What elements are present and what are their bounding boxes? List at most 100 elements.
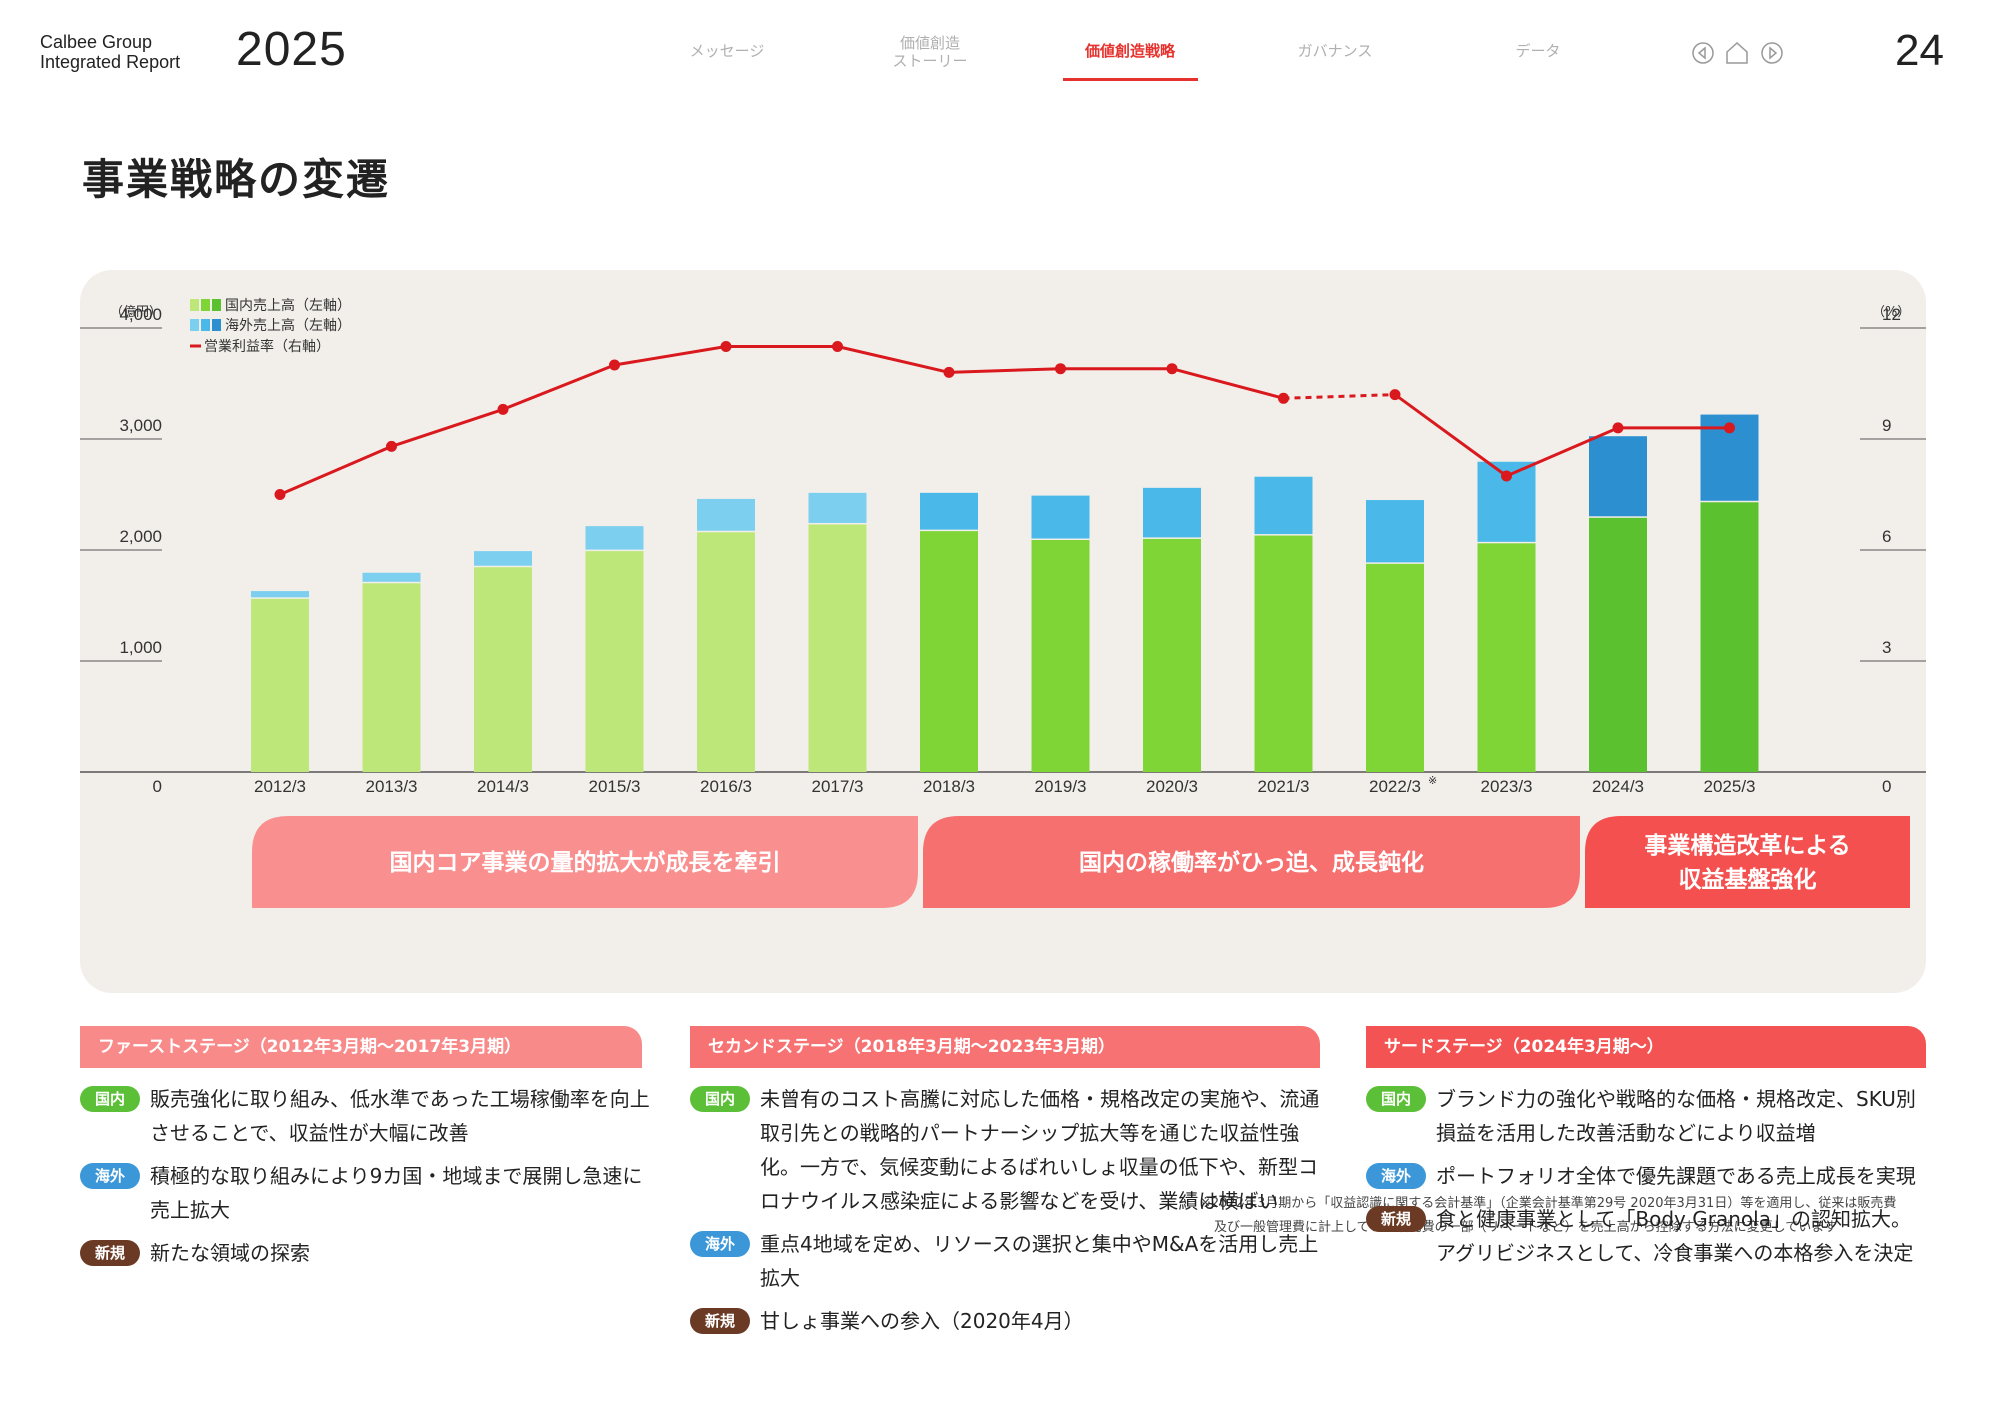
item-text: 新たな領域の探索 <box>150 1241 310 1265</box>
stage-heading-third: サードステージ（2024年3月期〜） <box>1366 1026 1926 1068</box>
bar-domestic <box>1031 540 1090 772</box>
margin-point <box>1166 363 1178 375</box>
margin-point <box>497 403 509 415</box>
right-tick-label: 6 <box>1882 527 1891 546</box>
right-tick-label: 3 <box>1882 638 1891 657</box>
x-tick-label: 2018/3 <box>923 777 975 796</box>
bar-domestic <box>1700 502 1759 772</box>
nav-value-strategy[interactable]: 価値創造戦略 <box>1084 42 1176 60</box>
header: Calbee Group Integrated Report 2025 メッセー… <box>0 0 2000 100</box>
next-page-icon[interactable] <box>1761 42 1783 64</box>
x-tick-label: 2017/3 <box>812 777 864 796</box>
phase-label: 事業構造改革による <box>1644 832 1850 859</box>
left-tick-label: 1,000 <box>119 638 162 657</box>
bar-domestic <box>251 598 309 772</box>
left-tick-label: 0 <box>153 777 162 796</box>
right-axis-unit: （%） <box>1872 305 1910 320</box>
legend-label: 営業利益率（右軸） <box>204 338 330 355</box>
badge-domestic: 国内 <box>690 1086 750 1112</box>
margin-line-segment <box>279 445 393 496</box>
legend-swatch <box>212 319 221 331</box>
nav-value-story[interactable]: 価値創造 ストーリー <box>892 34 968 70</box>
bar-overseas <box>585 526 644 550</box>
margin-point <box>1724 422 1735 434</box>
margin-line-segment <box>1505 426 1619 478</box>
legend-swatch <box>212 299 221 311</box>
right-tick-label: 9 <box>1882 416 1891 435</box>
x-tick-label: 2012/3 <box>254 777 306 796</box>
stage-heading-second: セカンドステージ（2018年3月期〜2023年3月期） <box>690 1026 1320 1068</box>
item-text: ポートフォリオ全体で優先課題である売上成長を実現 <box>1436 1164 1916 1188</box>
bar-overseas <box>251 591 309 598</box>
bar-domestic <box>474 567 532 772</box>
bar-overseas <box>1366 500 1424 563</box>
bar-domestic <box>1589 517 1647 772</box>
margin-point <box>609 359 620 371</box>
x-tick-label: 2014/3 <box>477 777 529 796</box>
margin-line-segment <box>1394 393 1508 478</box>
chart: 0 0 1,000 3 2,000 6 3,000 9 4,000 12 （億円） （%） 2012/3… <box>80 297 1926 908</box>
x-tick-note-marker: ※ <box>1428 774 1437 787</box>
phase-banner <box>923 816 1580 908</box>
margin-point <box>274 489 286 500</box>
item-text: 販売強化に取り組み、低水準であった工場稼働率を向上させることで、収益性が大幅に改… <box>150 1087 650 1145</box>
legend-label: 海外売上高（左軸） <box>225 317 351 334</box>
chart-panel: 0 0 1,000 3 2,000 6 3,000 9 4,000 12 （億円） （%） 2012/3… <box>80 270 1926 1235</box>
margin-point <box>1612 422 1624 434</box>
margin-point <box>720 341 732 352</box>
x-tick-label: 2024/3 <box>1592 777 1644 796</box>
margin-line-segment <box>948 367 1061 374</box>
item-text: 積極的な取り組みにより9カ国・地域まで展開し急速に売上拡大 <box>150 1164 643 1222</box>
bar-domestic <box>920 531 978 772</box>
bar-overseas <box>1254 476 1313 535</box>
legend-swatch <box>201 319 210 331</box>
x-tick-label: 2020/3 <box>1146 777 1198 796</box>
prev-page-icon[interactable] <box>1692 42 1714 64</box>
margin-line-segment <box>837 345 950 374</box>
bar-overseas <box>920 492 978 530</box>
item-text: 甘しょ事業への参入（2020年4月） <box>760 1309 1084 1333</box>
bar-overseas <box>362 572 421 582</box>
margin-point <box>943 366 955 378</box>
margin-line-segment <box>391 407 504 448</box>
right-tick-label: 0 <box>1882 777 1891 796</box>
nav-data[interactable]: データ <box>1515 42 1561 60</box>
nav-active-underline <box>1063 78 1198 81</box>
bar-domestic <box>1143 538 1201 772</box>
item-text: 重点4地域を定め、リソースの選択と集中やM&Aを活用し売上拡大 <box>760 1232 1319 1290</box>
margin-point <box>386 440 397 452</box>
nav-message[interactable]: メッセージ <box>689 42 765 60</box>
bar-overseas <box>1143 487 1201 538</box>
item-text: 未曾有のコスト高騰に対応した価格・規格改定の実施や、流通取引先との戦略的パートナ… <box>760 1087 1320 1213</box>
left-tick-label: 2,000 <box>119 527 162 546</box>
brand-logo[interactable]: Calbee Group Integrated Report <box>40 32 180 72</box>
home-icon[interactable] <box>1726 41 1748 64</box>
margin-line-segment <box>502 363 616 411</box>
badge-new: 新規 <box>690 1308 750 1334</box>
brand-line1: Calbee Group <box>40 32 153 52</box>
margin-line-segment <box>1283 393 1396 400</box>
item-text: 食と健康事業として「Body Granola」の認知拡大。アグリビジネスとして、… <box>1436 1207 1914 1265</box>
bar-domestic <box>1477 543 1536 772</box>
left-axis-unit: （億円） <box>110 304 162 320</box>
badge-new: 新規 <box>1366 1206 1426 1232</box>
brand-year: 2025 <box>236 23 347 76</box>
x-tick-label: 2013/3 <box>366 777 418 796</box>
brand-line2: Integrated Report <box>40 52 181 72</box>
bar-overseas <box>697 498 755 531</box>
margin-line-segment <box>614 345 727 367</box>
bar-domestic <box>362 583 421 772</box>
phase-label: 国内コア事業の量的拡大が成長を牽引 <box>390 849 781 876</box>
bar-overseas <box>808 492 867 523</box>
badge-overseas: 海外 <box>690 1231 750 1257</box>
x-tick-label: 2015/3 <box>589 777 641 796</box>
phase-banner <box>1585 816 1910 908</box>
phase-label: 国内の稼働率がひっ迫、成長鈍化 <box>1079 849 1424 876</box>
nav-governance[interactable]: ガバナンス <box>1297 42 1373 60</box>
x-tick-label: 2016/3 <box>700 777 752 796</box>
margin-point <box>832 341 843 352</box>
x-tick-label: 2023/3 <box>1481 777 1533 796</box>
badge-domestic: 国内 <box>1366 1086 1426 1112</box>
stage-heading-first: ファーストステージ（2012年3月期〜2017年3月期） <box>80 1026 642 1068</box>
page-title: 事業戦略の変遷 <box>82 155 391 204</box>
